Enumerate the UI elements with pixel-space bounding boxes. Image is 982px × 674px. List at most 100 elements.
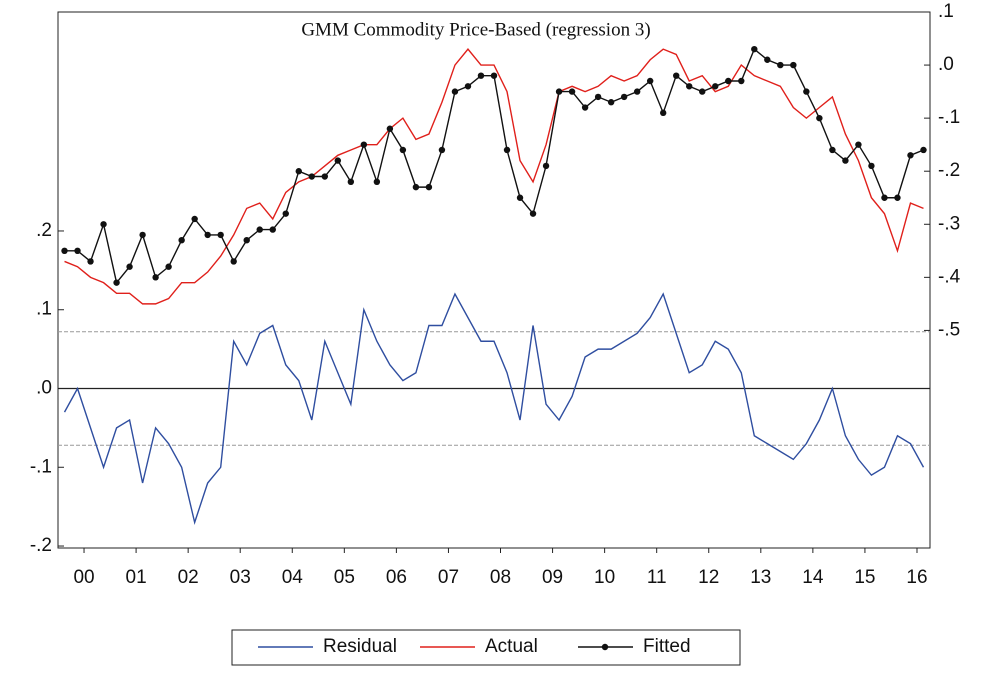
x-tick-label: 05 <box>334 567 355 588</box>
series-dot <box>790 61 797 69</box>
series-dot <box>881 194 888 201</box>
x-tick-label: 04 <box>282 567 304 588</box>
plot-frame <box>57 11 931 549</box>
y2-tick-label: -.2 <box>938 160 960 181</box>
x-tick-label: 15 <box>854 567 875 588</box>
series-dot <box>152 274 159 281</box>
y2-tick-label: -.5 <box>938 319 960 340</box>
legend-label: Actual <box>485 636 538 657</box>
series-line <box>64 48 924 305</box>
series-dot <box>490 72 498 79</box>
series-dot <box>907 152 914 159</box>
series-line <box>64 48 924 285</box>
x-tick-label: 14 <box>802 567 824 588</box>
legend-label: Residual <box>323 636 397 657</box>
series-dot <box>712 83 719 90</box>
legend <box>231 629 741 666</box>
y2-tick-label: -.1 <box>938 107 960 128</box>
series-dot <box>438 146 446 154</box>
series-dot <box>74 247 81 255</box>
series-dot <box>542 162 550 170</box>
series-dot <box>855 141 862 148</box>
series-dot <box>165 263 172 270</box>
series-dot <box>217 231 224 239</box>
series-dot <box>61 247 68 255</box>
series-dot <box>243 236 250 244</box>
series-dot <box>620 93 628 101</box>
series-dot <box>139 231 146 239</box>
series-dot <box>751 45 758 53</box>
series-dot <box>126 263 133 270</box>
series-dot <box>87 258 94 265</box>
series-dot <box>230 258 237 265</box>
series-dot <box>100 221 107 228</box>
series-dot <box>607 99 615 106</box>
series-dot <box>725 77 732 85</box>
series-dot <box>464 83 472 90</box>
x-tick-label: 01 <box>126 567 147 588</box>
series-line <box>63 292 925 525</box>
x-tick-label: 08 <box>490 567 511 588</box>
series-dot <box>256 226 263 233</box>
series-dot <box>920 146 927 154</box>
series-dot <box>673 72 680 79</box>
x-tick-label: 10 <box>594 567 615 588</box>
series-dot <box>360 141 368 148</box>
series-dot <box>738 77 745 85</box>
legend-dot <box>601 643 609 651</box>
series-dot <box>842 157 849 164</box>
x-tick-label: 03 <box>230 567 251 588</box>
x-tick-label: 07 <box>438 567 459 588</box>
series-dot <box>581 104 589 111</box>
series-dot <box>321 173 329 180</box>
series-dot <box>191 215 198 223</box>
series-dot <box>516 194 524 201</box>
series-dot <box>308 173 315 180</box>
x-tick-label: 11 <box>647 567 667 588</box>
series-dot <box>529 210 537 217</box>
series-dot <box>347 178 355 186</box>
series-dot <box>386 125 394 132</box>
x-tick-label: 00 <box>73 567 94 588</box>
x-tick-label: 09 <box>542 567 563 588</box>
series-dot <box>295 168 302 175</box>
series-dot <box>113 279 120 286</box>
y2-tick-label: .1 <box>938 1 954 22</box>
series-dot <box>699 88 706 95</box>
y2-tick-label: .0 <box>938 54 954 75</box>
series-dot <box>373 178 381 186</box>
series-dot <box>269 226 276 233</box>
series-dot <box>764 56 771 63</box>
x-tick-label: 06 <box>386 567 407 588</box>
series-dot <box>659 109 667 117</box>
y2-tick-label: -.4 <box>938 266 961 287</box>
y-tick-label: .2 <box>36 220 52 241</box>
series-dot <box>334 157 342 164</box>
series-dot <box>868 162 875 170</box>
legend-label: Fitted <box>643 636 691 657</box>
series-dot <box>686 83 693 90</box>
series-dot <box>204 231 211 239</box>
series-dot <box>178 236 185 244</box>
series-dot <box>282 210 289 217</box>
series-dot <box>451 88 459 95</box>
series-dot <box>816 114 823 122</box>
series-dot <box>803 88 810 95</box>
series-dot <box>412 183 420 191</box>
series-dot <box>829 146 836 154</box>
series-dot <box>399 146 407 154</box>
y-tick-label: .0 <box>36 378 52 399</box>
series-dot <box>425 183 433 191</box>
y-tick-label: -.1 <box>30 456 52 477</box>
x-tick-label: 13 <box>750 567 771 588</box>
x-tick-label: 16 <box>906 567 927 588</box>
x-tick-label: 12 <box>698 567 719 588</box>
y2-tick-label: -.3 <box>938 213 960 234</box>
series-dot <box>503 146 511 154</box>
chart-title: GMM Commodity Price-Based (regression 3) <box>301 19 650 40</box>
series-dot <box>477 72 485 79</box>
series-dot <box>594 93 602 101</box>
y-tick-label: .1 <box>36 299 52 320</box>
series-dot <box>555 88 563 95</box>
